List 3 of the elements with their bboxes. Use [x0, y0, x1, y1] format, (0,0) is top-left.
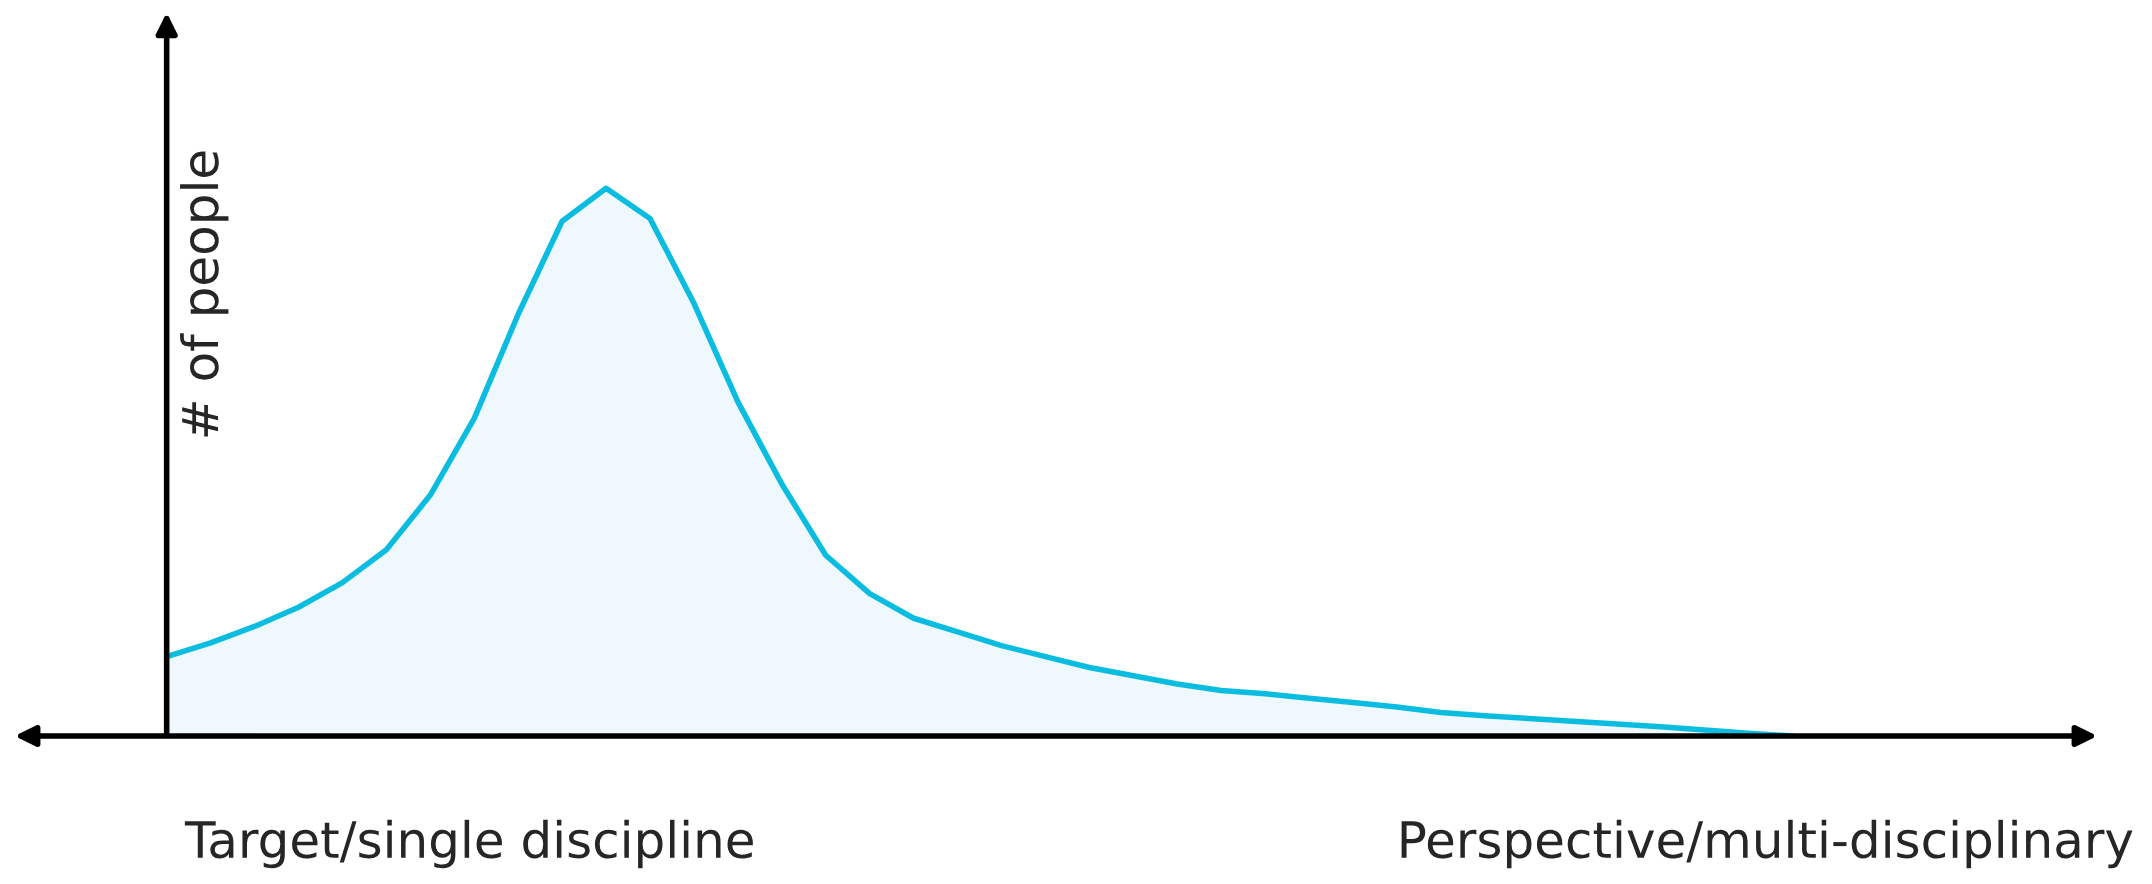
- text: Perspective/multi-disciplinary: [1401, 819, 2133, 869]
- y-axis-title: # of people: [180, 151, 229, 437]
- text: Target/single discipline: [184, 819, 753, 869]
